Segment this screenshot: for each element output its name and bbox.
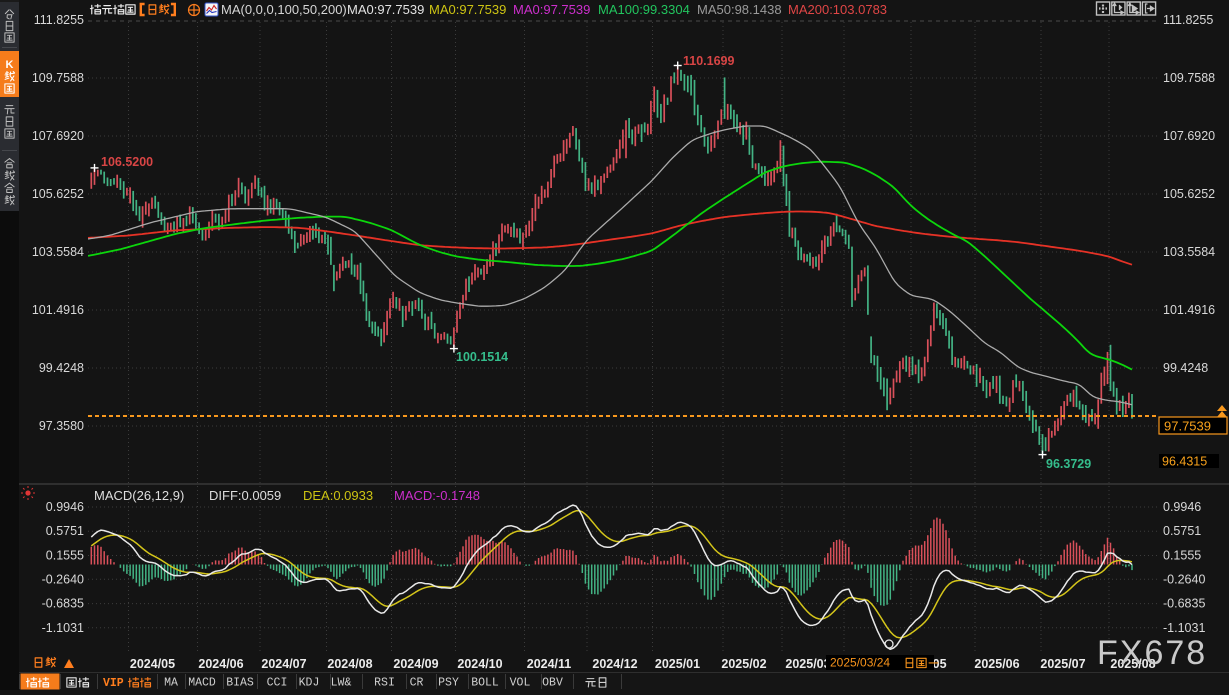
svg-text:2024/06: 2024/06	[198, 657, 243, 671]
svg-text:CCI: CCI	[267, 677, 288, 690]
svg-text:MA200:103.0783: MA200:103.0783	[788, 2, 887, 17]
svg-text:96.4315: 96.4315	[1162, 455, 1207, 469]
svg-text:2025/03/24: 2025/03/24	[830, 655, 890, 669]
svg-text:MA50:98.1438: MA50:98.1438	[697, 2, 782, 17]
svg-text:96.3729: 96.3729	[1046, 457, 1091, 471]
svg-text:2024/09: 2024/09	[393, 657, 438, 671]
svg-text:103.5584: 103.5584	[1163, 245, 1215, 259]
svg-text:2024/12: 2024/12	[592, 657, 637, 671]
svg-text:OBV: OBV	[542, 677, 563, 690]
svg-text:2025/06: 2025/06	[974, 657, 1019, 671]
svg-text:MA0:97.7539: MA0:97.7539	[429, 2, 506, 17]
svg-text:MA: MA	[164, 677, 178, 690]
svg-text:101.4916: 101.4916	[32, 303, 84, 317]
svg-text:103.5584: 103.5584	[32, 245, 84, 259]
svg-text:111.8255: 111.8255	[34, 13, 84, 27]
svg-text:MACD: MACD	[188, 677, 216, 690]
svg-text:BIAS: BIAS	[226, 677, 254, 690]
svg-text:-0.6835: -0.6835	[42, 597, 84, 611]
svg-text:MACD(26,12,9): MACD(26,12,9)	[94, 488, 184, 503]
svg-text:0.1555: 0.1555	[1163, 549, 1201, 563]
svg-text:MA100:99.3304: MA100:99.3304	[598, 2, 690, 17]
svg-text:BOLL: BOLL	[471, 677, 499, 690]
svg-text:-0.2640: -0.2640	[42, 572, 84, 586]
svg-text:2025/08: 2025/08	[1110, 657, 1155, 671]
svg-text:RSI: RSI	[374, 677, 395, 690]
svg-text:100.1514: 100.1514	[456, 350, 508, 364]
svg-text:2025/02: 2025/02	[721, 657, 766, 671]
svg-text:VIP: VIP	[103, 677, 124, 690]
svg-text:2024/11: 2024/11	[527, 657, 572, 671]
svg-text:PSY: PSY	[438, 677, 459, 690]
svg-text:0.9946: 0.9946	[46, 500, 84, 514]
svg-text:FX678: FX678	[1097, 634, 1207, 672]
svg-text:MA0:97.7539: MA0:97.7539	[513, 2, 590, 17]
svg-text:97.3580: 97.3580	[39, 419, 84, 433]
svg-text:101.4916: 101.4916	[1163, 303, 1215, 317]
svg-text:99.4248: 99.4248	[1163, 361, 1208, 375]
svg-text:-1.1031: -1.1031	[42, 621, 84, 635]
svg-text:DEA:0.0933: DEA:0.0933	[303, 488, 373, 503]
svg-text:0.5751: 0.5751	[1163, 524, 1201, 538]
svg-text:-0.2640: -0.2640	[1163, 572, 1205, 586]
svg-text:109.7588: 109.7588	[32, 71, 84, 85]
svg-text:0.5751: 0.5751	[46, 524, 84, 538]
svg-text:105.6252: 105.6252	[32, 187, 84, 201]
svg-text:CR: CR	[410, 677, 424, 690]
svg-text:99.4248: 99.4248	[39, 361, 84, 375]
svg-text:2024/10: 2024/10	[457, 657, 502, 671]
svg-text:2025/07: 2025/07	[1040, 657, 1085, 671]
svg-text:2025/01: 2025/01	[655, 657, 700, 671]
svg-text:0.9946: 0.9946	[1163, 500, 1201, 514]
svg-text:0.1555: 0.1555	[46, 549, 84, 563]
svg-text:LW&: LW&	[331, 677, 352, 690]
svg-text:DIFF:0.0059: DIFF:0.0059	[209, 488, 281, 503]
svg-text:K: K	[6, 59, 14, 71]
svg-text:109.7588: 109.7588	[1163, 71, 1215, 85]
svg-text:-0.6835: -0.6835	[1163, 597, 1205, 611]
svg-text:110.1699: 110.1699	[683, 54, 734, 68]
svg-text:2024/05: 2024/05	[130, 657, 175, 671]
svg-text:MACD:-0.1748: MACD:-0.1748	[394, 488, 480, 503]
svg-text:VOL: VOL	[510, 677, 531, 690]
svg-text:-1.1031: -1.1031	[1163, 621, 1205, 635]
svg-text:MA0:97.7539: MA0:97.7539	[347, 2, 424, 17]
svg-text:2025/03: 2025/03	[785, 657, 830, 671]
svg-text:105.6252: 105.6252	[1163, 187, 1215, 201]
svg-text:111.8255: 111.8255	[1163, 13, 1213, 27]
svg-text:97.7539: 97.7539	[1164, 419, 1211, 434]
svg-text:MA(0,0,0,100,50,200): MA(0,0,0,100,50,200)	[221, 2, 347, 17]
svg-text:107.6920: 107.6920	[1163, 129, 1215, 143]
svg-text:106.5200: 106.5200	[101, 155, 153, 169]
svg-text:2024/07: 2024/07	[261, 657, 306, 671]
svg-text:2024/08: 2024/08	[327, 657, 372, 671]
svg-text:107.6920: 107.6920	[32, 129, 84, 143]
svg-text:KDJ: KDJ	[299, 677, 320, 690]
